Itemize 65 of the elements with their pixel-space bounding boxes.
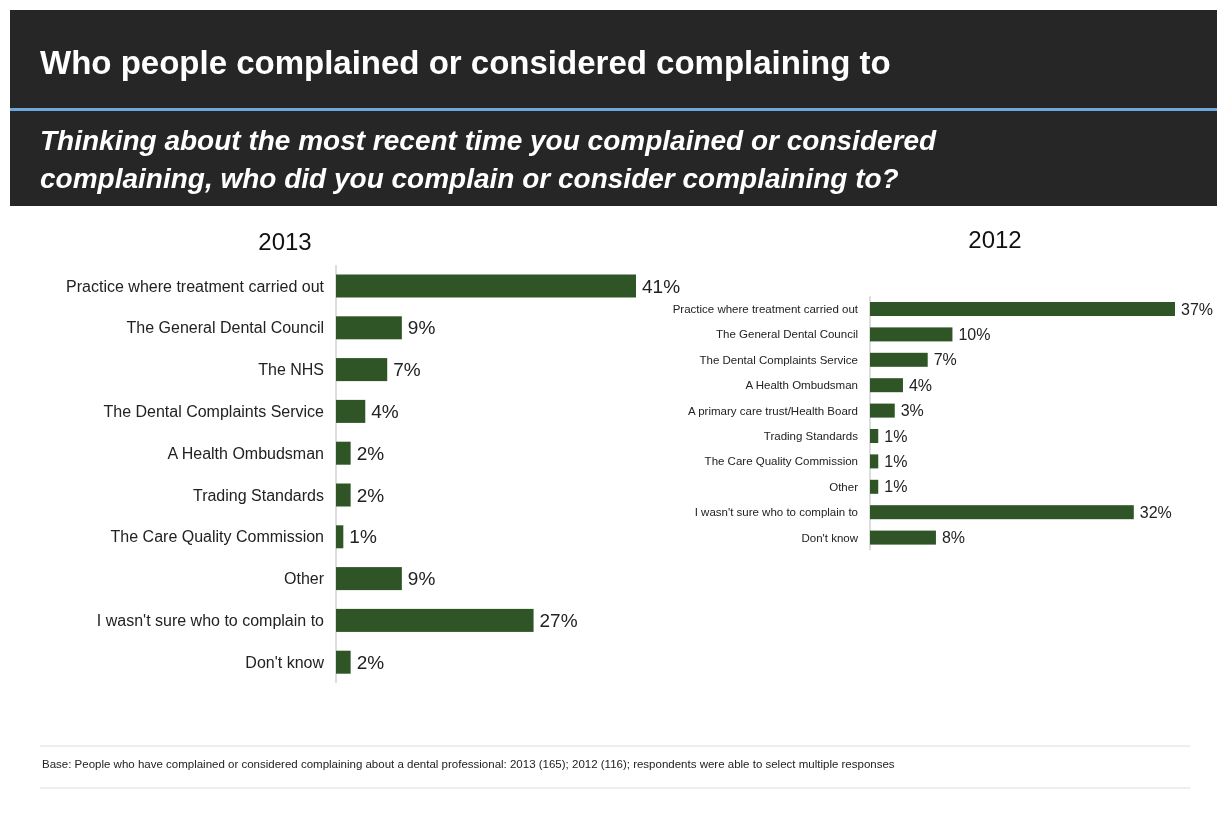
data-label: 1%	[884, 478, 908, 496]
y-tick-label: A Health Ombudsman	[745, 379, 858, 392]
data-label: 41%	[642, 275, 681, 297]
y-tick-label: The NHS	[258, 361, 324, 379]
y-tick-label: Practice where treatment carried out	[66, 277, 325, 295]
chart-title: 2013	[258, 228, 312, 255]
data-label: 4%	[908, 376, 933, 394]
bar	[870, 352, 928, 367]
text: Base: People who have complained or considered complaining about a dental professional: 2013 (165); 2012 (116); respondents were able to select multiple responses	[42, 758, 895, 770]
bar	[870, 479, 879, 494]
y-tick-label: Don't know	[801, 531, 859, 544]
data-label: 1%	[884, 427, 908, 445]
bar	[336, 567, 402, 591]
data-label: 8%	[941, 529, 966, 547]
text: Thinking about the most recent time you complained or considered complaining, who did you complain or consider complaining to?	[40, 125, 938, 194]
bar	[870, 327, 953, 342]
data-label: 7%	[933, 351, 957, 369]
y-tick-label: The Dental Complaints Service	[103, 403, 325, 420]
data-label: 9%	[407, 568, 436, 590]
bar	[336, 525, 344, 549]
bar	[870, 378, 903, 393]
bar	[336, 399, 366, 423]
data-label: 27%	[539, 610, 578, 632]
bar	[336, 316, 402, 340]
bar	[870, 403, 895, 418]
y-tick-label: A primary care trust/Health Board	[687, 404, 858, 417]
bar	[336, 608, 534, 632]
data-label: 1%	[884, 453, 908, 470]
bar	[336, 441, 351, 465]
data-label: 2%	[356, 651, 385, 673]
data-label: 7%	[393, 359, 421, 381]
y-tick-label: I wasn't sure who to complain to	[96, 612, 325, 629]
bar	[870, 302, 1175, 316]
bar	[870, 429, 879, 443]
bar	[870, 454, 879, 469]
y-tick-label: Trading Standards	[192, 486, 324, 504]
bar	[870, 505, 1134, 520]
y-tick-label: The General Dental Council	[716, 328, 858, 341]
y-tick-label: Other	[283, 570, 325, 588]
y-tick-label: The General Dental Council	[126, 319, 324, 337]
y-tick-label: The Care Quality Commission	[704, 455, 858, 468]
data-label: 9%	[407, 317, 436, 339]
data-label: 37%	[1181, 300, 1214, 318]
data-label: 4%	[371, 401, 399, 423]
chart-title: 2012	[968, 226, 1022, 253]
y-tick-label: Practice where treatment carried out	[672, 303, 859, 316]
bar	[870, 530, 936, 545]
y-tick-label: Don't know	[245, 653, 325, 671]
y-tick-label: Trading Standards	[763, 430, 859, 443]
data-label: 2%	[356, 442, 385, 464]
data-label: 2%	[356, 484, 385, 506]
data-label: 3%	[900, 402, 924, 420]
y-tick-label: I wasn't sure who to complain to	[694, 506, 858, 519]
y-tick-label: The Care Quality Commission	[110, 528, 324, 546]
y-tick-label: Other	[829, 480, 859, 493]
text: Who people complained or considered complaining to	[40, 44, 891, 81]
bar	[336, 358, 388, 382]
data-label: 10%	[958, 326, 991, 343]
bar	[336, 483, 351, 507]
data-label: 32%	[1139, 503, 1172, 521]
bar	[336, 650, 351, 674]
y-tick-label: A Health Ombudsman	[167, 444, 324, 462]
data-label: 1%	[349, 526, 377, 548]
bar	[336, 274, 636, 298]
y-tick-label: The Dental Complaints Service	[699, 353, 858, 366]
